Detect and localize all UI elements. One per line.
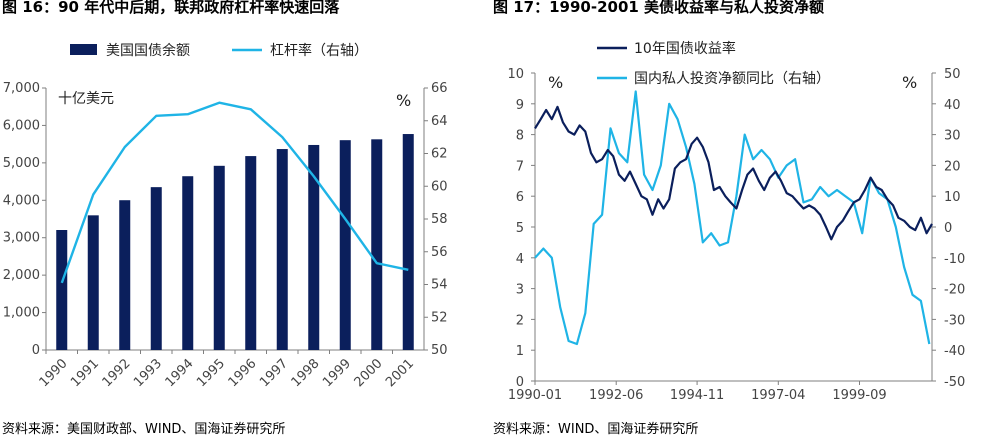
- r-left-unit-label: %: [548, 73, 563, 92]
- r-y-tick-label: 4: [516, 252, 524, 267]
- legend-bar-label: 美国国债余额: [106, 42, 190, 59]
- y-tick-label: 7,000: [3, 81, 40, 96]
- x-tick-label: 1993: [131, 356, 165, 390]
- bar: [245, 156, 257, 350]
- bar: [339, 140, 351, 350]
- y-tick-label: 4,000: [3, 193, 40, 208]
- y-tick-label: 0: [32, 343, 40, 358]
- r-y-tick-label: 9: [516, 98, 524, 113]
- x-tick-label: 1990: [37, 356, 71, 390]
- y-right-tick-label: 66: [431, 81, 448, 96]
- x-tick-label: 2000: [352, 356, 386, 390]
- r-y-right-tick-label: -10: [944, 252, 965, 267]
- x-tick-label: 1998: [289, 356, 323, 390]
- r-right-unit-label: %: [902, 73, 917, 92]
- y-right-tick-label: 54: [431, 278, 448, 293]
- y-tick-label: 1,000: [3, 306, 40, 321]
- r-legend-yield-label: 10年国债收益率: [634, 40, 736, 57]
- x-tick-label: 1991: [68, 356, 102, 390]
- y-right-tick-label: 52: [431, 310, 448, 325]
- right-chart-source: 资料来源：WIND、国海证券研究所: [493, 422, 699, 437]
- r-y-tick-label: 2: [516, 313, 524, 328]
- r-x-tick-label: 1999-09: [832, 388, 886, 403]
- r-y-tick-label: 8: [516, 129, 524, 144]
- right-chart-title: 图 17：1990-2001 美债收益率与私人投资净额: [493, 0, 825, 16]
- y-right-tick-label: 58: [431, 212, 448, 227]
- r-legend-inv-label: 国内私人投资净额同比（右轴）: [634, 71, 830, 87]
- bar: [150, 187, 162, 350]
- r-y-right-tick-label: -40: [944, 344, 965, 359]
- r-y-right-tick-label: -30: [944, 313, 965, 328]
- r-y-tick-label: 10: [507, 67, 524, 82]
- y-right-tick-label: 50: [431, 343, 448, 358]
- bar: [402, 134, 414, 350]
- y-tick-label: 3,000: [3, 231, 40, 246]
- y-right-tick-label: 56: [431, 245, 448, 260]
- r-y-tick-label: 3: [516, 283, 524, 298]
- r-y-right-tick-label: 50: [944, 67, 961, 82]
- y-tick-label: 5,000: [3, 156, 40, 171]
- x-tick-label: 1996: [226, 356, 260, 390]
- left-unit-label: 十亿美元: [58, 91, 114, 107]
- r-x-tick-label: 1990-01: [508, 388, 562, 403]
- r-x-tick-label: 1994-11: [670, 388, 724, 403]
- treasury-yield-line: [534, 105, 933, 241]
- y-right-tick-label: 62: [431, 147, 448, 162]
- x-tick-label: 2001: [383, 356, 417, 390]
- r-y-tick-label: 6: [516, 190, 524, 205]
- left-chart-source: 资料来源：美国财政部、WIND、国海证券研究所: [2, 422, 286, 437]
- r-y-tick-label: 7: [516, 159, 524, 174]
- r-x-tick-label: 1992-06: [589, 388, 643, 403]
- leverage-line: [60, 101, 409, 284]
- r-y-right-tick-label: 0: [944, 221, 952, 236]
- bar: [213, 165, 225, 350]
- r-y-tick-label: 0: [516, 375, 524, 390]
- r-y-tick-label: 1: [516, 344, 524, 359]
- legend-bar-swatch: [70, 44, 97, 55]
- y-tick-label: 2,000: [3, 268, 40, 283]
- left-chart-title: 图 16：90 年代中后期，联邦政府杠杆率快速回落: [2, 0, 340, 16]
- r-y-right-tick-label: 30: [944, 129, 961, 144]
- x-tick-label: 1999: [320, 356, 354, 390]
- y-right-tick-label: 64: [431, 114, 448, 129]
- x-tick-label: 1994: [163, 356, 197, 390]
- x-tick-label: 1992: [100, 356, 134, 390]
- bar: [371, 139, 383, 350]
- bar: [308, 144, 320, 350]
- investment-yoy-line: [534, 90, 931, 346]
- r-y-tick-label: 5: [516, 221, 524, 236]
- r-y-right-tick-label: 10: [944, 190, 961, 205]
- right-unit-label: %: [396, 91, 411, 110]
- r-y-right-tick-label: 20: [944, 159, 961, 174]
- r-y-right-tick-label: 40: [944, 98, 961, 113]
- r-y-right-tick-label: -50: [944, 375, 965, 390]
- r-y-right-tick-label: -20: [944, 283, 965, 298]
- bar: [56, 230, 68, 350]
- bar: [119, 200, 131, 350]
- x-tick-label: 1997: [257, 356, 291, 390]
- bar: [276, 149, 288, 350]
- y-right-tick-label: 60: [431, 179, 448, 194]
- bar: [87, 215, 99, 350]
- y-tick-label: 6,000: [3, 118, 40, 133]
- legend-line-label: 杠杆率（右轴）: [270, 42, 368, 59]
- x-tick-label: 1995: [194, 356, 228, 390]
- bar: [182, 176, 194, 350]
- r-x-tick-label: 1997-04: [751, 388, 805, 403]
